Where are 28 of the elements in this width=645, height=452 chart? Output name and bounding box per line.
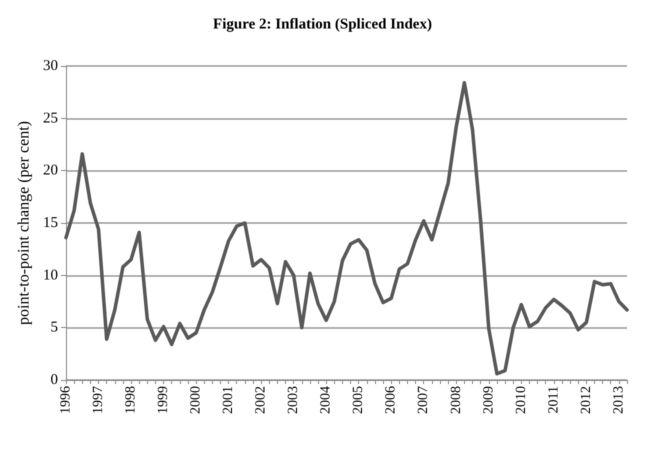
x-tick-label: 2003 xyxy=(286,386,302,414)
y-axis-title: point-to-point change (per cent) xyxy=(16,121,33,325)
y-tick-label: 0 xyxy=(50,372,58,388)
x-tick-label: 2008 xyxy=(448,386,464,414)
x-tick-label: 2010 xyxy=(514,386,529,414)
x-tick-label: 2012 xyxy=(578,386,594,414)
y-tick-label: 15 xyxy=(43,215,58,231)
x-tick-label: 1996 xyxy=(58,386,74,414)
x-tick-label: 2002 xyxy=(254,386,269,414)
y-tick-label: 5 xyxy=(50,320,58,336)
line-series xyxy=(64,80,629,376)
chart-title: Figure 2: Inflation (Spliced Index) xyxy=(213,16,432,32)
y-tick-label: 20 xyxy=(43,162,58,179)
x-tick-label: 2001 xyxy=(221,386,236,414)
y-tick-label: 10 xyxy=(43,267,58,284)
y-tick-label: 30 xyxy=(43,58,58,74)
x-tick-label: 2007 xyxy=(416,386,432,414)
x-tick-label: 2005 xyxy=(351,386,366,414)
x-tick-label: 2006 xyxy=(384,386,399,414)
x-tick-label: 2013 xyxy=(611,386,626,414)
x-tick-label: 1998 xyxy=(124,386,139,414)
x-tick-label: 1999 xyxy=(156,386,172,414)
x-tick-label: 2011 xyxy=(546,386,562,414)
y-tick-label: 25 xyxy=(43,110,58,126)
x-tick-label: 2000 xyxy=(188,386,204,414)
x-tick-label: 2004 xyxy=(318,386,334,414)
x-tick-label: 1997 xyxy=(91,386,106,414)
x-tick-label: 2009 xyxy=(481,386,496,414)
